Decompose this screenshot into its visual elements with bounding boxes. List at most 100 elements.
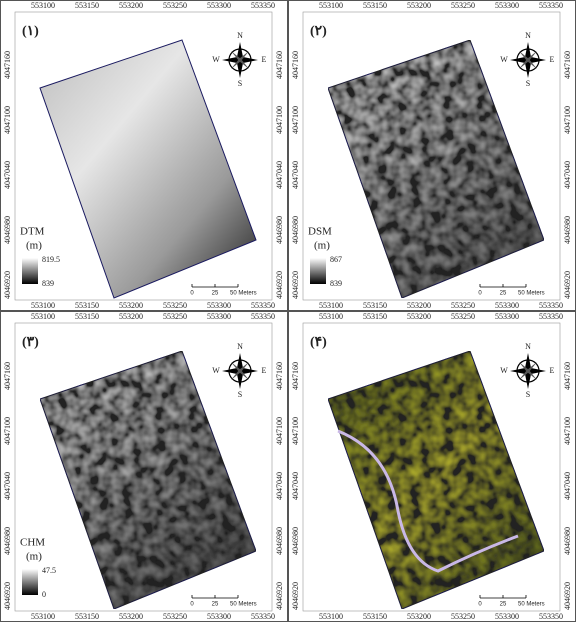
legend-unit: (m) <box>26 551 42 563</box>
compass-star-diag <box>519 51 537 69</box>
x-tick-label: 553200 <box>119 612 143 621</box>
y-tick-label: 4046920 <box>275 271 284 299</box>
y-tick-label: 4046980 <box>291 527 300 555</box>
y-tick-label: 4047160 <box>291 51 300 79</box>
compass-n: N <box>237 31 243 40</box>
y-tick-label: 4047040 <box>275 472 284 500</box>
compass-n: N <box>237 342 243 351</box>
scale-label: 0 <box>190 291 194 297</box>
x-tick-label: 553150 <box>363 301 387 310</box>
scale-label: 50 Meters <box>230 291 257 297</box>
y-tick-label: 4046980 <box>3 216 12 244</box>
x-tick-label: 553100 <box>31 1 55 10</box>
scale-label: 25 <box>500 602 507 608</box>
map-panel: 553100 553100 553150 553150 553200 553200 5532… <box>0 311 288 622</box>
y-tick-label: 4047040 <box>563 161 572 189</box>
x-tick-label: 553350 <box>251 1 275 10</box>
x-tick-label: 553300 <box>495 301 519 310</box>
x-tick-label: 553150 <box>363 312 387 321</box>
y-tick-label: 4046920 <box>275 582 284 610</box>
y-tick-label: 4047100 <box>275 106 284 134</box>
y-tick-label: 4046920 <box>291 582 300 610</box>
scale-label: 50 Meters <box>518 291 545 297</box>
x-tick-label: 553200 <box>407 1 431 10</box>
x-tick-label: 553150 <box>75 612 99 621</box>
road <box>337 429 519 573</box>
x-tick-label: 553100 <box>319 612 343 621</box>
y-tick-label: 4047100 <box>563 106 572 134</box>
y-tick-label: 4047160 <box>275 362 284 390</box>
x-tick-label: 553200 <box>119 301 143 310</box>
y-tick-label: 4046920 <box>3 271 12 299</box>
x-tick-label: 553350 <box>251 301 275 310</box>
compass-e: E <box>262 55 267 64</box>
x-tick-label: 553150 <box>75 312 99 321</box>
panel-border <box>0 0 288 311</box>
y-tick-label: 4046920 <box>563 271 572 299</box>
y-tick-label: 4046920 <box>291 271 300 299</box>
raster <box>39 39 257 299</box>
compass-star-diag <box>231 51 249 69</box>
compass-n: N <box>525 31 531 40</box>
legend-unit: (m) <box>314 240 330 252</box>
legend-top: 867 <box>330 255 342 264</box>
x-tick-label: 553200 <box>407 312 431 321</box>
scale-label: 25 <box>500 291 507 297</box>
raster <box>39 350 257 610</box>
y-tick-label: 4047100 <box>291 417 300 445</box>
x-tick-label: 553300 <box>495 612 519 621</box>
x-tick-label: 553300 <box>207 612 231 621</box>
scale-label: 25 <box>212 291 219 297</box>
x-tick-label: 553250 <box>451 312 475 321</box>
compass-w: W <box>212 55 220 64</box>
x-tick-label: 553100 <box>319 301 343 310</box>
x-tick-label: 553250 <box>163 312 187 321</box>
y-tick-label: 4047160 <box>563 51 572 79</box>
x-tick-label: 553200 <box>119 1 143 10</box>
compass-star-diag <box>519 362 537 380</box>
map-panel: 553100 553100 553150 553150 553200 553200 5532… <box>288 311 576 622</box>
x-tick-label: 553350 <box>251 312 275 321</box>
panel-label: (۴) <box>310 335 327 350</box>
compass-n: N <box>525 342 531 351</box>
scale-label: 0 <box>478 602 482 608</box>
x-tick-label: 553200 <box>407 301 431 310</box>
x-tick-label: 553150 <box>75 301 99 310</box>
x-tick-label: 553100 <box>319 312 343 321</box>
x-tick-label: 553300 <box>207 301 231 310</box>
legend-bottom: 839 <box>330 279 342 288</box>
x-tick-label: 553250 <box>163 301 187 310</box>
y-tick-label: 4047040 <box>291 472 300 500</box>
map-panel: 553100 553100 553150 553150 553200 553200 5532… <box>288 0 576 311</box>
y-tick-label: 4047100 <box>3 417 12 445</box>
legend-unit: (m) <box>26 240 42 252</box>
x-tick-label: 553350 <box>539 312 563 321</box>
y-tick-label: 4046980 <box>291 216 300 244</box>
x-tick-label: 553200 <box>119 312 143 321</box>
y-tick-label: 4046980 <box>563 527 572 555</box>
compass-s: S <box>238 79 242 88</box>
y-tick-label: 4046920 <box>3 582 12 610</box>
scale-label: 50 Meters <box>518 602 545 608</box>
legend-top: 819.5 <box>42 255 60 264</box>
map-panel: 553100 553100 553150 553150 553200 553200 5532… <box>0 0 288 311</box>
legend-ramp <box>22 258 38 284</box>
compass-w: W <box>500 366 508 375</box>
y-tick-label: 4046980 <box>275 216 284 244</box>
x-tick-label: 553350 <box>539 1 563 10</box>
x-tick-label: 553100 <box>31 312 55 321</box>
compass-e: E <box>550 366 555 375</box>
y-tick-label: 4046980 <box>563 216 572 244</box>
x-tick-label: 553300 <box>207 1 231 10</box>
x-tick-label: 553150 <box>363 1 387 10</box>
y-tick-label: 4047100 <box>291 106 300 134</box>
y-tick-label: 4047040 <box>563 472 572 500</box>
compass-w: W <box>212 366 220 375</box>
panel-label: (۲) <box>310 24 327 39</box>
legend-title: DSM <box>308 226 332 238</box>
x-tick-label: 553100 <box>319 1 343 10</box>
x-tick-label: 553250 <box>451 1 475 10</box>
compass-star-diag <box>231 362 249 380</box>
x-tick-label: 553250 <box>163 612 187 621</box>
legend-bottom: 0 <box>42 590 46 599</box>
